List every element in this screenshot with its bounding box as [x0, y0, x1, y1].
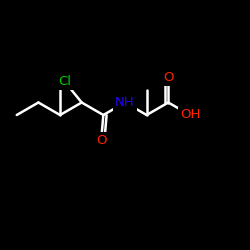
Text: O: O	[163, 71, 173, 84]
Text: O: O	[96, 134, 106, 146]
Text: NH: NH	[115, 96, 135, 109]
Text: Cl: Cl	[58, 75, 71, 88]
Text: OH: OH	[180, 108, 200, 122]
